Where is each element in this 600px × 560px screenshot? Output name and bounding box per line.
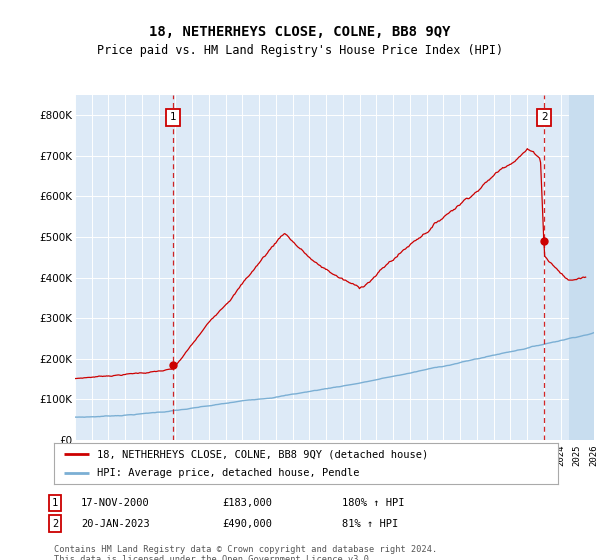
Text: 180% ↑ HPI: 180% ↑ HPI bbox=[342, 498, 404, 508]
Text: 18, NETHERHEYS CLOSE, COLNE, BB8 9QY (detached house): 18, NETHERHEYS CLOSE, COLNE, BB8 9QY (de… bbox=[97, 449, 428, 459]
Text: 81% ↑ HPI: 81% ↑ HPI bbox=[342, 519, 398, 529]
Text: £490,000: £490,000 bbox=[222, 519, 272, 529]
Text: HPI: Average price, detached house, Pendle: HPI: Average price, detached house, Pend… bbox=[97, 468, 359, 478]
Text: Contains HM Land Registry data © Crown copyright and database right 2024.
This d: Contains HM Land Registry data © Crown c… bbox=[54, 545, 437, 560]
Text: £183,000: £183,000 bbox=[222, 498, 272, 508]
Text: Price paid vs. HM Land Registry's House Price Index (HPI): Price paid vs. HM Land Registry's House … bbox=[97, 44, 503, 57]
Text: 20-JAN-2023: 20-JAN-2023 bbox=[81, 519, 150, 529]
Text: 2: 2 bbox=[52, 519, 58, 529]
Text: 2: 2 bbox=[541, 113, 548, 123]
Text: 17-NOV-2000: 17-NOV-2000 bbox=[81, 498, 150, 508]
Text: 18, NETHERHEYS CLOSE, COLNE, BB8 9QY: 18, NETHERHEYS CLOSE, COLNE, BB8 9QY bbox=[149, 25, 451, 39]
Text: 1: 1 bbox=[170, 113, 176, 123]
Bar bbox=[569, 95, 594, 440]
Text: 1: 1 bbox=[52, 498, 58, 508]
